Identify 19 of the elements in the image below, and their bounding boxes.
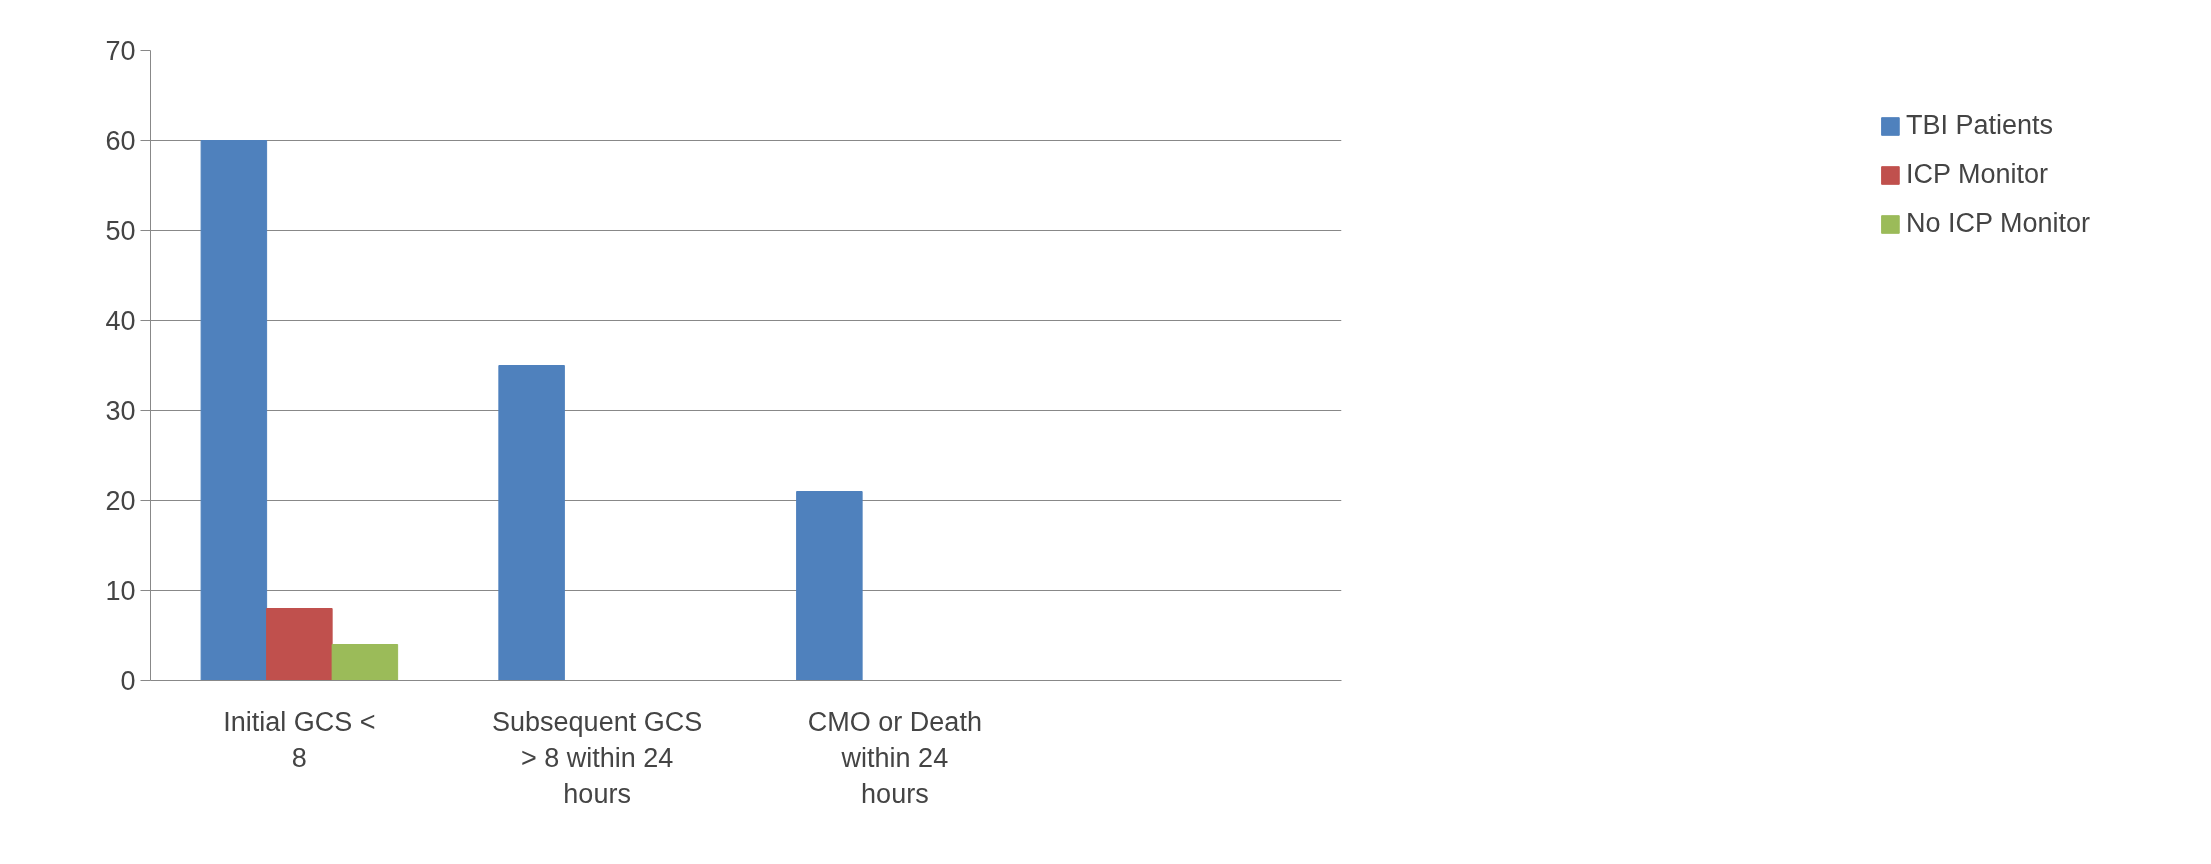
bar (331, 644, 399, 681)
bar (200, 140, 268, 681)
y-tick-label: 30 (105, 396, 136, 426)
bar (796, 491, 863, 681)
y-tick-label: 10 (105, 576, 136, 606)
legend-label: ICP Monitor (1905, 159, 2048, 190)
bar (266, 608, 333, 681)
legend-label: TBI Patients (1905, 110, 2053, 141)
bar (498, 365, 565, 681)
y-tick-label: 50 (105, 216, 136, 246)
y-tick-label: 0 (120, 666, 136, 696)
x-tick-label: CMO or Death within 24 hours (807, 706, 982, 809)
x-tick-label: Initial GCS < 8 (223, 706, 376, 773)
y-tick-label: 60 (105, 126, 136, 156)
x-tick-label: Subsequent GCS > 8 within 24 hours (492, 706, 703, 809)
legend-label: No ICP Monitor (1905, 208, 2090, 239)
y-tick-label: 70 (105, 36, 136, 66)
y-tick-label: 20 (105, 486, 136, 516)
y-tick-label: 40 (105, 306, 136, 336)
